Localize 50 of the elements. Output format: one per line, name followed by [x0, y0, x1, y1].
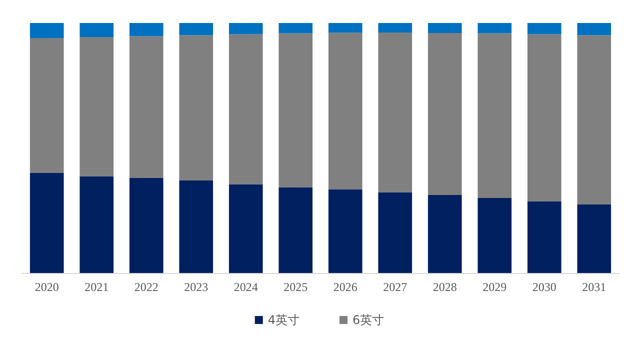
bar — [428, 195, 462, 273]
legend-label: 6英寸 — [352, 313, 384, 327]
bar — [179, 35, 214, 180]
bar — [328, 189, 362, 273]
bar — [577, 23, 612, 36]
x-tick-label: 2023 — [184, 280, 208, 294]
bar — [378, 192, 412, 273]
bar — [478, 198, 512, 273]
x-tick-label: 2026 — [333, 280, 358, 294]
bar — [228, 23, 263, 34]
bar — [328, 23, 362, 33]
bar — [80, 176, 114, 273]
bar — [378, 32, 412, 192]
bar — [577, 35, 612, 204]
bar — [278, 33, 313, 188]
bar — [527, 34, 562, 202]
bar — [80, 37, 114, 176]
bar — [577, 204, 612, 273]
x-tick-label: 2030 — [532, 280, 556, 294]
x-tick-label: 2021 — [84, 280, 109, 294]
x-tick-label: 2020 — [34, 280, 59, 294]
x-tick-label: 2027 — [383, 280, 408, 294]
bar — [179, 23, 214, 36]
x-tick-label: 2022 — [134, 280, 158, 294]
bar — [179, 180, 214, 273]
bar — [30, 23, 64, 38]
bar — [278, 188, 313, 273]
bar — [129, 178, 164, 273]
bar — [228, 34, 263, 184]
bar — [30, 173, 64, 273]
bar — [478, 33, 512, 198]
x-tick-label: 2031 — [582, 280, 606, 294]
bar — [278, 23, 313, 34]
bar — [478, 23, 512, 34]
bar — [328, 32, 362, 190]
x-tick-label: 2024 — [234, 280, 258, 294]
x-tick-label: 2025 — [284, 280, 308, 294]
bar — [80, 23, 114, 37]
bar — [428, 23, 462, 33]
bar — [527, 201, 562, 273]
x-tick-label: 2028 — [432, 280, 457, 294]
legend-label: 4英寸 — [268, 313, 300, 327]
x-tick-label: 2029 — [482, 280, 507, 294]
bar — [378, 23, 412, 32]
bar — [228, 184, 263, 273]
bar — [527, 23, 562, 34]
bar — [30, 38, 64, 173]
bar — [129, 23, 164, 36]
bar — [428, 33, 462, 195]
bar — [129, 36, 164, 178]
